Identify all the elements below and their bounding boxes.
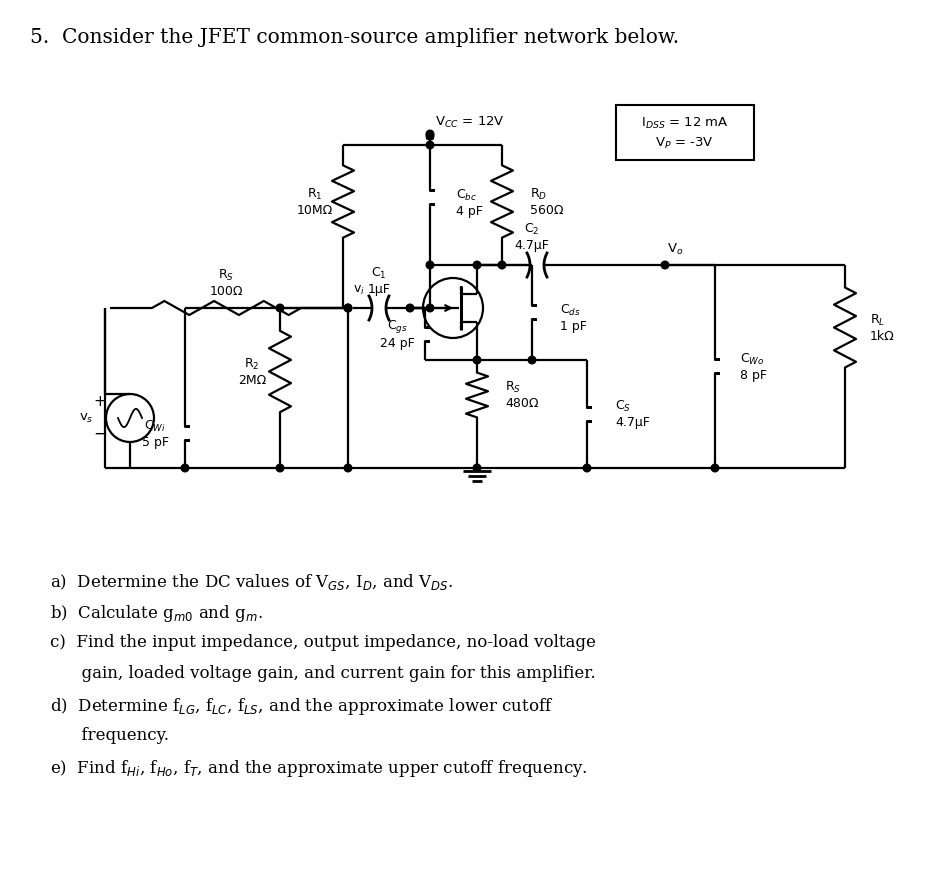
Circle shape [426, 141, 433, 149]
Circle shape [426, 130, 433, 138]
Text: C$_1$
1μF: C$_1$ 1μF [368, 266, 390, 296]
Text: 5.  Consider the JFET common-source amplifier network below.: 5. Consider the JFET common-source ampli… [30, 28, 679, 47]
Circle shape [276, 304, 284, 312]
Circle shape [345, 304, 352, 312]
Circle shape [345, 464, 352, 472]
Text: V$_P$ = -3V: V$_P$ = -3V [656, 135, 714, 151]
Text: C$_{gs}$
24 pF: C$_{gs}$ 24 pF [379, 318, 415, 350]
Text: b)  Calculate g$_{m0}$ and g$_m$.: b) Calculate g$_{m0}$ and g$_m$. [50, 603, 263, 624]
Text: e)  Find f$_{Hi}$, f$_{Ho}$, f$_T$, and the approximate upper cutoff frequency.: e) Find f$_{Hi}$, f$_{Ho}$, f$_T$, and t… [50, 758, 587, 779]
Text: +: + [93, 394, 106, 410]
Text: R$_S$
480Ω: R$_S$ 480Ω [505, 380, 539, 410]
Text: C$_S$
4.7μF: C$_S$ 4.7μF [615, 399, 650, 429]
Circle shape [426, 133, 433, 140]
Text: R$_D$
560Ω: R$_D$ 560Ω [530, 187, 563, 216]
Text: C$_{Wi}$
5 pF: C$_{Wi}$ 5 pF [141, 419, 168, 448]
Circle shape [345, 304, 352, 312]
Circle shape [181, 464, 189, 472]
Text: I$_{DSS}$ = 12 mA: I$_{DSS}$ = 12 mA [641, 115, 729, 131]
Circle shape [498, 262, 506, 269]
Text: R$_L$
1kΩ: R$_L$ 1kΩ [870, 312, 895, 343]
Circle shape [583, 464, 591, 472]
Text: frequency.: frequency. [50, 727, 169, 744]
Circle shape [426, 304, 433, 312]
Text: v$_i$: v$_i$ [353, 283, 365, 296]
Text: c)  Find the input impedance, output impedance, no-load voltage: c) Find the input impedance, output impe… [50, 634, 596, 651]
Circle shape [529, 356, 536, 364]
Text: a)  Determine the DC values of V$_{GS}$, I$_D$, and V$_{DS}$.: a) Determine the DC values of V$_{GS}$, … [50, 572, 454, 592]
Text: gain, loaded voltage gain, and current gain for this amplifier.: gain, loaded voltage gain, and current g… [50, 665, 596, 682]
Circle shape [426, 262, 433, 269]
Circle shape [474, 262, 481, 269]
Text: v$_s$: v$_s$ [78, 412, 93, 425]
Text: R$_S$
100Ω: R$_S$ 100Ω [210, 268, 243, 298]
Text: C$_2$
4.7μF: C$_2$ 4.7μF [515, 222, 549, 252]
Text: −: − [93, 425, 106, 443]
Text: V$_o$: V$_o$ [667, 242, 684, 256]
Circle shape [276, 464, 284, 472]
Text: V$_{CC}$ = 12V: V$_{CC}$ = 12V [435, 114, 505, 130]
Circle shape [711, 464, 719, 472]
Text: R$_1$
10MΩ: R$_1$ 10MΩ [297, 187, 333, 216]
Text: C$_{ds}$
1 pF: C$_{ds}$ 1 pF [560, 303, 587, 332]
Circle shape [474, 464, 481, 472]
Text: R$_2$
2MΩ: R$_2$ 2MΩ [238, 357, 266, 386]
Text: C$_{bc}$
4 pF: C$_{bc}$ 4 pF [456, 187, 483, 217]
Circle shape [406, 304, 414, 312]
Text: C$_{Wo}$
8 pF: C$_{Wo}$ 8 pF [740, 351, 767, 382]
FancyBboxPatch shape [616, 106, 754, 160]
Text: d)  Determine f$_{LG}$, f$_{LC}$, f$_{LS}$, and the approximate lower cutoff: d) Determine f$_{LG}$, f$_{LC}$, f$_{LS}… [50, 696, 554, 717]
Circle shape [474, 356, 481, 364]
Circle shape [661, 262, 669, 269]
